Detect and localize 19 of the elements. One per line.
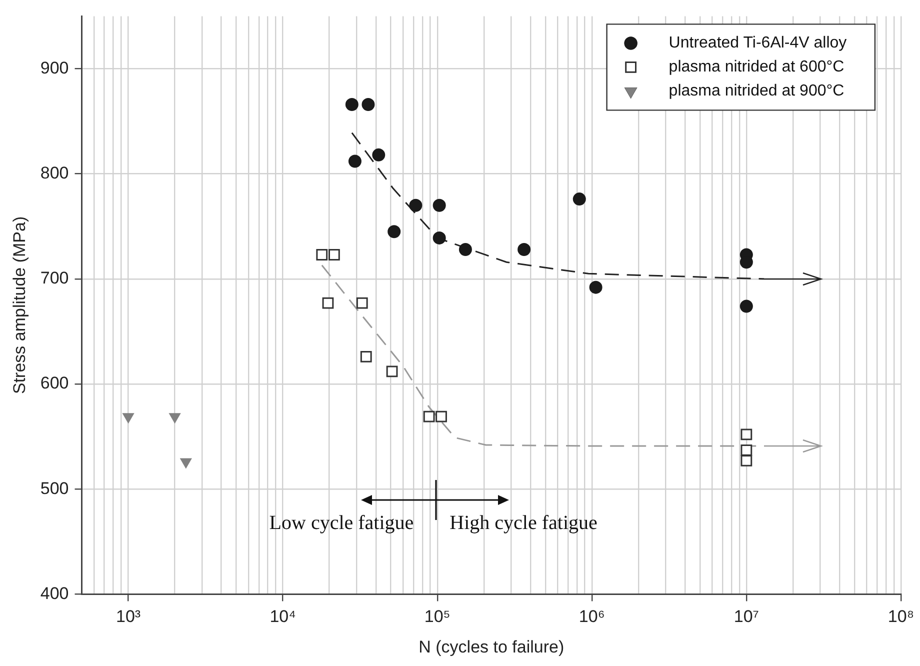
y-tick-label: 700 [40,268,69,288]
x-axis-title: N (cycles to failure) [418,637,564,656]
legend-label: Untreated Ti-6Al-4V alloy [668,34,847,52]
y-axis-title: Stress amplitude (MPa) [10,216,29,394]
x-tick-label: 10⁶ [578,607,605,626]
legend-label: plasma nitrided at 600°C [668,58,844,76]
annotation: Low cycle fatigue [269,512,414,534]
legend-label: plasma nitrided at 900°C [668,82,844,100]
y-tick-label: 600 [40,374,69,393]
y-tick-label: 400 [40,584,69,603]
x-tick-label: 10⁸ [888,607,914,626]
y-tick-label: 900 [40,58,69,78]
y-tick-label: 800 [40,164,69,183]
x-tick-label: 10⁷ [734,607,759,626]
x-tick-label: 10⁵ [424,607,450,626]
annotation: High cycle fatigue [450,512,598,534]
x-tick-label: 10⁴ [270,607,296,626]
y-tick-label: 500 [40,478,69,498]
x-tick-label: 10³ [116,607,141,626]
